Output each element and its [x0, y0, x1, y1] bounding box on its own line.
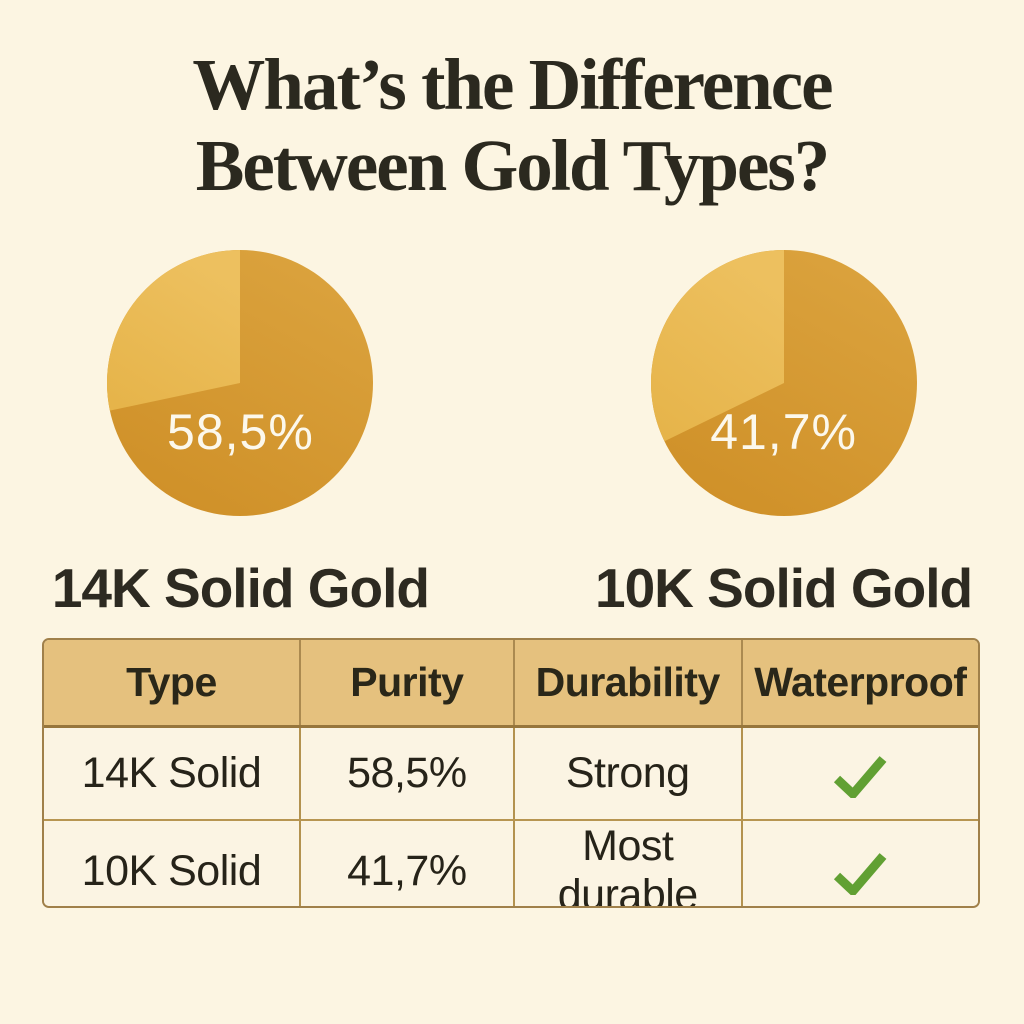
- header-cell-type: Type: [44, 640, 301, 728]
- pie-14k-svg: [107, 250, 374, 516]
- comparison-table: Type Purity Durability Waterproof 14K So…: [44, 640, 978, 906]
- cell-14k-purity: 58,5%: [299, 726, 515, 821]
- header-cell-purity: Purity: [299, 640, 515, 728]
- pie-14k-wrap: 58,5%: [107, 250, 374, 516]
- table-row-14k: 14K Solid 58,5% Strong: [44, 726, 978, 821]
- cell-10k-waterproof: [741, 820, 978, 906]
- comparison-table-frame: Type Purity Durability Waterproof 14K So…: [42, 638, 980, 908]
- pie-charts-row: 58,5% 14K Solid Gold 41,7%: [0, 250, 1024, 620]
- cell-10k-purity: 41,7%: [299, 820, 515, 906]
- page-title: What’s the Difference Between Gold Types…: [0, 44, 1024, 206]
- table-header-row: Type Purity Durability Waterproof: [44, 640, 978, 728]
- cell-10k-type: 10K Solid: [44, 820, 301, 906]
- pie-10k-wrap: 41,7%: [650, 250, 917, 516]
- header-cell-waterproof: Waterproof: [741, 640, 978, 728]
- pie-10k-caption: 10K Solid Gold: [595, 557, 973, 619]
- pie-chart-14k: 58,5% 14K Solid Gold: [51, 250, 430, 620]
- checkmark-icon: [834, 755, 887, 798]
- pie-10k-percentage-label: 41,7%: [710, 404, 857, 460]
- cell-14k-type: 14K Solid: [44, 726, 301, 821]
- pie-14k-caption: 14K Solid Gold: [51, 557, 430, 619]
- header-cell-durability: Durability: [513, 640, 743, 728]
- pie-14k-percentage-label: 58,5%: [167, 404, 314, 460]
- title-line-1: What’s the Difference: [192, 44, 833, 125]
- title-line-2: Between Gold Types?: [195, 125, 831, 206]
- cell-14k-durability: Strong: [513, 726, 743, 821]
- pie-10k-svg: [650, 250, 917, 516]
- pie-slice-secondary: [650, 250, 784, 442]
- checkmark-icon: [834, 853, 887, 896]
- table-row-10k: 10K Solid 41,7% Most durable: [44, 820, 978, 906]
- cell-10k-durability: Most durable: [513, 820, 743, 906]
- cell-14k-waterproof: [741, 726, 978, 821]
- pie-chart-10k: 41,7% 10K Solid Gold: [595, 250, 973, 620]
- pie-slice-secondary: [107, 250, 241, 411]
